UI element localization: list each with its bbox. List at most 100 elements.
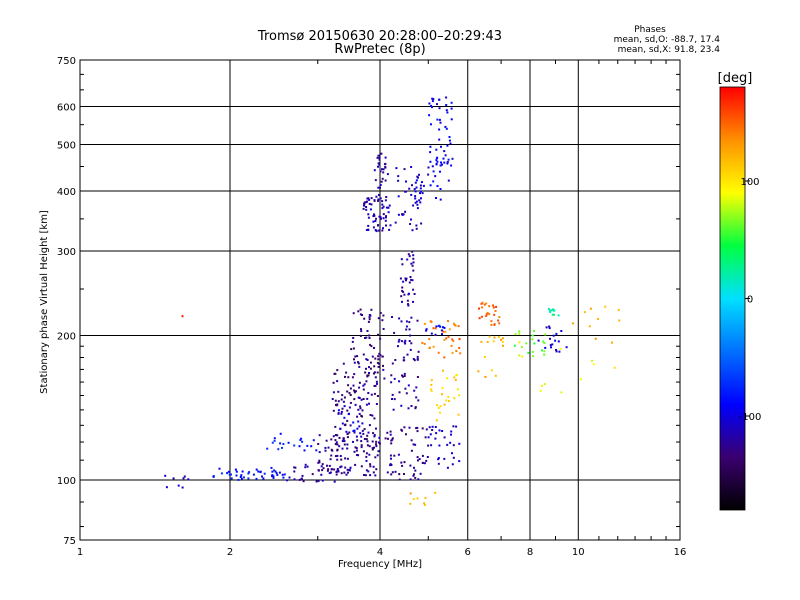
echo-point xyxy=(369,361,372,364)
echo-point xyxy=(360,328,362,331)
echo-point xyxy=(332,409,335,412)
echo-point xyxy=(240,474,243,477)
echo-point xyxy=(434,426,437,428)
echo-point xyxy=(346,468,349,471)
echo-point xyxy=(354,403,357,406)
echo-point xyxy=(455,350,458,352)
echo-point xyxy=(317,480,320,482)
echo-point xyxy=(412,261,415,264)
echo-point xyxy=(439,411,441,414)
echo-point xyxy=(430,379,433,382)
echo-point xyxy=(377,154,380,157)
echo-point xyxy=(494,374,497,377)
echo-point xyxy=(335,471,338,473)
echo-point xyxy=(378,215,381,218)
echo-point xyxy=(334,425,337,428)
echo-point xyxy=(365,469,368,472)
echo-point xyxy=(379,186,381,189)
echo-point xyxy=(365,208,368,211)
echo-point xyxy=(543,383,546,386)
echo-point xyxy=(437,458,440,461)
y-tick-label: 750 xyxy=(57,56,76,67)
echo-point xyxy=(486,312,489,315)
echo-point xyxy=(440,161,442,164)
echo-point xyxy=(436,103,438,106)
echo-point xyxy=(301,474,304,477)
echo-point xyxy=(416,358,419,360)
echo-point xyxy=(545,326,548,329)
echo-point xyxy=(441,369,444,372)
echo-point xyxy=(459,352,462,355)
echo-point xyxy=(583,311,586,314)
echo-point xyxy=(502,344,504,347)
echo-point xyxy=(423,462,426,465)
echo-point xyxy=(277,448,280,451)
echo-point xyxy=(372,471,375,474)
echo-point xyxy=(409,502,412,505)
echo-point xyxy=(421,461,424,464)
echo-point xyxy=(449,142,452,145)
echo-point xyxy=(434,333,437,336)
echo-point xyxy=(372,220,375,223)
echo-point xyxy=(415,186,418,189)
echo-point xyxy=(311,473,314,476)
echo-point xyxy=(410,439,413,442)
echo-point xyxy=(450,430,453,433)
echo-point xyxy=(362,353,365,356)
echo-point xyxy=(182,477,185,480)
echo-point xyxy=(393,398,396,401)
echo-point xyxy=(310,445,313,448)
echo-point xyxy=(348,392,351,395)
echo-point xyxy=(384,437,387,440)
echo-point xyxy=(339,466,342,469)
echo-point xyxy=(491,369,493,372)
echo-point xyxy=(402,375,404,378)
echo-point xyxy=(446,144,449,147)
echo-point xyxy=(382,217,385,220)
echo-point xyxy=(412,254,415,257)
echo-point xyxy=(392,408,395,411)
echo-point xyxy=(492,304,494,307)
echo-point xyxy=(387,437,389,440)
echo-point xyxy=(432,180,435,183)
echo-point xyxy=(485,315,488,317)
echo-point xyxy=(346,436,349,439)
echo-point xyxy=(363,202,366,205)
echo-point xyxy=(423,322,426,325)
echo-point xyxy=(343,443,346,446)
echo-point xyxy=(408,426,411,429)
echo-point xyxy=(439,405,442,408)
echo-point xyxy=(448,328,451,331)
echo-point xyxy=(437,457,440,460)
echo-point xyxy=(429,151,432,154)
echo-point xyxy=(443,326,446,329)
echo-point xyxy=(458,460,461,463)
echo-point xyxy=(375,195,378,198)
echo-point xyxy=(287,441,290,444)
echo-point xyxy=(549,310,552,312)
echo-point xyxy=(228,473,231,476)
echo-point xyxy=(425,328,428,331)
echo-point xyxy=(435,419,438,422)
echo-point xyxy=(375,440,378,443)
echo-point xyxy=(318,459,321,462)
colorbar-tick-label: -100 xyxy=(739,412,762,423)
echo-point xyxy=(375,380,378,383)
echo-point xyxy=(378,362,381,365)
echo-point xyxy=(451,463,454,466)
echo-point xyxy=(375,403,378,405)
echo-point xyxy=(444,330,447,333)
echo-point xyxy=(352,312,355,315)
axis-ticks: 1 2 4 6 8 10 16 75 100 200 300 400 500 600 750 xyxy=(57,56,686,558)
echo-point xyxy=(409,223,412,225)
echo-point xyxy=(324,449,327,452)
echo-point xyxy=(353,391,356,394)
echo-point xyxy=(393,331,396,334)
echo-point xyxy=(346,419,349,422)
echo-point xyxy=(366,440,369,443)
phase-stats-o: mean, sd,O: -88.7, 17.4 xyxy=(614,35,721,45)
echo-point xyxy=(333,480,336,483)
echo-point xyxy=(443,339,446,341)
echo-point xyxy=(403,375,406,377)
